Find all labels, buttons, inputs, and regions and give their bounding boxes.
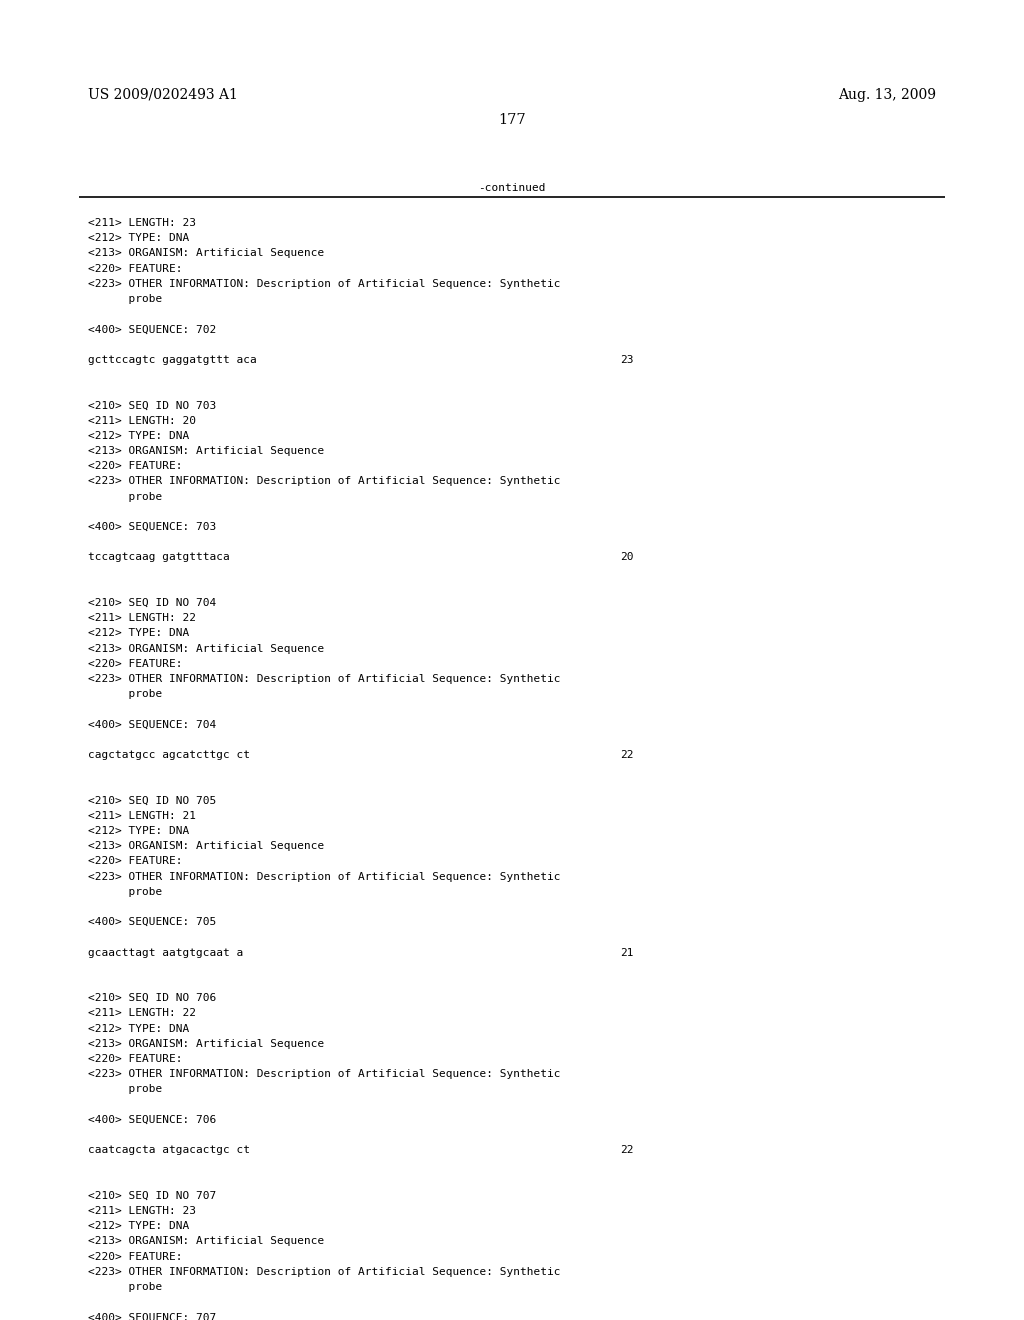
Text: 20: 20 <box>620 552 634 562</box>
Text: probe: probe <box>88 1282 162 1292</box>
Text: <212> TYPE: DNA: <212> TYPE: DNA <box>88 628 189 639</box>
Text: <211> LENGTH: 21: <211> LENGTH: 21 <box>88 810 196 821</box>
Text: <213> ORGANISM: Artificial Sequence: <213> ORGANISM: Artificial Sequence <box>88 644 325 653</box>
Text: <210> SEQ ID NO 704: <210> SEQ ID NO 704 <box>88 598 216 609</box>
Text: probe: probe <box>88 491 162 502</box>
Text: <211> LENGTH: 23: <211> LENGTH: 23 <box>88 1206 196 1216</box>
Text: gcttccagtc gaggatgttt aca: gcttccagtc gaggatgttt aca <box>88 355 257 364</box>
Text: <220> FEATURE:: <220> FEATURE: <box>88 857 182 866</box>
Text: <223> OTHER INFORMATION: Description of Artificial Sequence: Synthetic: <223> OTHER INFORMATION: Description of … <box>88 1267 560 1276</box>
Text: <220> FEATURE:: <220> FEATURE: <box>88 264 182 273</box>
Text: 22: 22 <box>620 1146 634 1155</box>
Text: probe: probe <box>88 689 162 700</box>
Text: <400> SEQUENCE: 706: <400> SEQUENCE: 706 <box>88 1115 216 1125</box>
Text: <223> OTHER INFORMATION: Description of Artificial Sequence: Synthetic: <223> OTHER INFORMATION: Description of … <box>88 279 560 289</box>
Text: <212> TYPE: DNA: <212> TYPE: DNA <box>88 234 189 243</box>
Text: <400> SEQUENCE: 707: <400> SEQUENCE: 707 <box>88 1312 216 1320</box>
Text: <211> LENGTH: 23: <211> LENGTH: 23 <box>88 218 196 228</box>
Text: <220> FEATURE:: <220> FEATURE: <box>88 1053 182 1064</box>
Text: <213> ORGANISM: Artificial Sequence: <213> ORGANISM: Artificial Sequence <box>88 1237 325 1246</box>
Text: cagctatgcc agcatcttgc ct: cagctatgcc agcatcttgc ct <box>88 750 250 760</box>
Text: <212> TYPE: DNA: <212> TYPE: DNA <box>88 1023 189 1034</box>
Text: <212> TYPE: DNA: <212> TYPE: DNA <box>88 1221 189 1232</box>
Text: US 2009/0202493 A1: US 2009/0202493 A1 <box>88 88 238 102</box>
Text: <223> OTHER INFORMATION: Description of Artificial Sequence: Synthetic: <223> OTHER INFORMATION: Description of … <box>88 477 560 486</box>
Text: <223> OTHER INFORMATION: Description of Artificial Sequence: Synthetic: <223> OTHER INFORMATION: Description of … <box>88 675 560 684</box>
Text: <211> LENGTH: 22: <211> LENGTH: 22 <box>88 1008 196 1019</box>
Text: <400> SEQUENCE: 704: <400> SEQUENCE: 704 <box>88 719 216 730</box>
Text: tccagtcaag gatgtttaca: tccagtcaag gatgtttaca <box>88 552 229 562</box>
Text: <400> SEQUENCE: 703: <400> SEQUENCE: 703 <box>88 521 216 532</box>
Text: probe: probe <box>88 887 162 896</box>
Text: 22: 22 <box>620 750 634 760</box>
Text: <223> OTHER INFORMATION: Description of Artificial Sequence: Synthetic: <223> OTHER INFORMATION: Description of … <box>88 871 560 882</box>
Text: <213> ORGANISM: Artificial Sequence: <213> ORGANISM: Artificial Sequence <box>88 1039 325 1049</box>
Text: 21: 21 <box>620 948 634 957</box>
Text: <213> ORGANISM: Artificial Sequence: <213> ORGANISM: Artificial Sequence <box>88 841 325 851</box>
Text: <400> SEQUENCE: 702: <400> SEQUENCE: 702 <box>88 325 216 334</box>
Text: <220> FEATURE:: <220> FEATURE: <box>88 1251 182 1262</box>
Text: <400> SEQUENCE: 705: <400> SEQUENCE: 705 <box>88 917 216 927</box>
Text: <223> OTHER INFORMATION: Description of Artificial Sequence: Synthetic: <223> OTHER INFORMATION: Description of … <box>88 1069 560 1080</box>
Text: <220> FEATURE:: <220> FEATURE: <box>88 461 182 471</box>
Text: <210> SEQ ID NO 706: <210> SEQ ID NO 706 <box>88 993 216 1003</box>
Text: probe: probe <box>88 1085 162 1094</box>
Text: <212> TYPE: DNA: <212> TYPE: DNA <box>88 430 189 441</box>
Text: <211> LENGTH: 22: <211> LENGTH: 22 <box>88 614 196 623</box>
Text: gcaacttagt aatgtgcaat a: gcaacttagt aatgtgcaat a <box>88 948 244 957</box>
Text: 177: 177 <box>499 114 525 127</box>
Text: Aug. 13, 2009: Aug. 13, 2009 <box>838 88 936 102</box>
Text: <212> TYPE: DNA: <212> TYPE: DNA <box>88 826 189 836</box>
Text: probe: probe <box>88 294 162 304</box>
Text: <213> ORGANISM: Artificial Sequence: <213> ORGANISM: Artificial Sequence <box>88 248 325 259</box>
Text: <210> SEQ ID NO 703: <210> SEQ ID NO 703 <box>88 400 216 411</box>
Text: 23: 23 <box>620 355 634 364</box>
Text: <213> ORGANISM: Artificial Sequence: <213> ORGANISM: Artificial Sequence <box>88 446 325 455</box>
Text: <211> LENGTH: 20: <211> LENGTH: 20 <box>88 416 196 425</box>
Text: <210> SEQ ID NO 705: <210> SEQ ID NO 705 <box>88 796 216 805</box>
Text: caatcagcta atgacactgc ct: caatcagcta atgacactgc ct <box>88 1146 250 1155</box>
Text: <220> FEATURE:: <220> FEATURE: <box>88 659 182 669</box>
Text: -continued: -continued <box>478 183 546 193</box>
Text: <210> SEQ ID NO 707: <210> SEQ ID NO 707 <box>88 1191 216 1201</box>
